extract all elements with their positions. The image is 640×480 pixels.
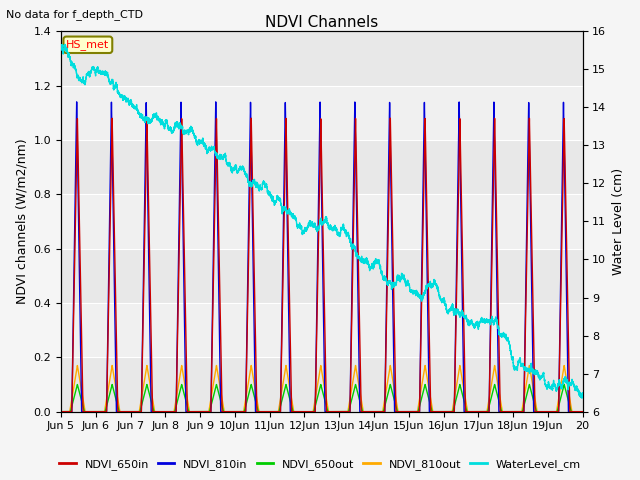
Bar [61,249,582,303]
Y-axis label: NDVI channels (W/m2/nm): NDVI channels (W/m2/nm) [15,139,28,304]
Legend: NDVI_650in, NDVI_810in, NDVI_650out, NDVI_810out, WaterLevel_cm: NDVI_650in, NDVI_810in, NDVI_650out, NDV… [54,455,586,474]
Text: No data for f_depth_CTD: No data for f_depth_CTD [6,9,143,20]
Bar [61,303,582,357]
Title: NDVI Channels: NDVI Channels [265,15,378,30]
Bar [61,85,582,140]
Bar [61,31,582,85]
Bar [61,140,582,194]
Text: HS_met: HS_met [67,39,109,50]
Y-axis label: Water Level (cm): Water Level (cm) [612,168,625,275]
Bar [61,357,582,412]
Bar [61,194,582,249]
